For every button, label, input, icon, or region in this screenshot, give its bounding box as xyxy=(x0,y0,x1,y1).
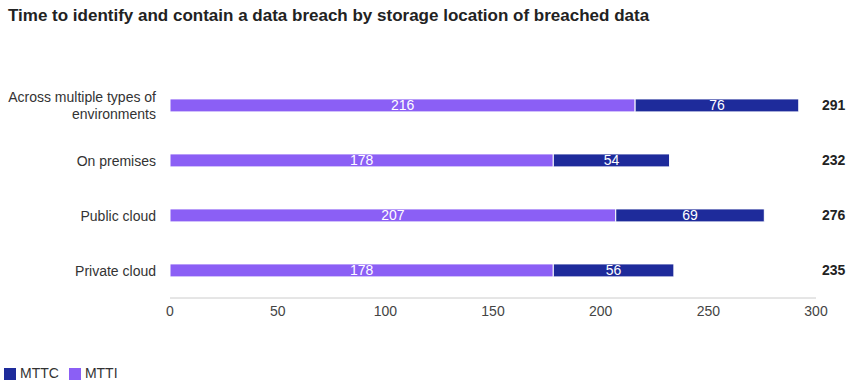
svg-text:178: 178 xyxy=(350,152,374,168)
html-text:Time to identify and contain a: Time to identify and contain a data brea… xyxy=(8,6,650,25)
svg-text:69: 69 xyxy=(682,207,698,223)
svg-text:276: 276 xyxy=(822,207,846,223)
svg-text:235: 235 xyxy=(822,262,846,278)
svg-text:Across multiple types ofenviro: Across multiple types ofenvironments xyxy=(8,89,156,122)
svg-text:76: 76 xyxy=(709,97,725,113)
html-text:MTTI: MTTI xyxy=(84,365,118,381)
svg-text:300: 300 xyxy=(804,303,828,319)
svg-text:Public cloud: Public cloud xyxy=(81,208,157,224)
svg-text:207: 207 xyxy=(381,207,405,223)
svg-text:291: 291 xyxy=(822,97,846,113)
svg-text:216: 216 xyxy=(391,97,415,113)
svg-text:54: 54 xyxy=(604,152,620,168)
svg-text:150: 150 xyxy=(481,303,505,319)
svg-text:0: 0 xyxy=(166,303,174,319)
svg-text:On premises: On premises xyxy=(77,153,156,169)
svg-text:178: 178 xyxy=(350,262,374,278)
svg-text:200: 200 xyxy=(589,303,613,319)
svg-text:250: 250 xyxy=(697,303,721,319)
svg-text:56: 56 xyxy=(606,262,622,278)
svg-text:Private cloud: Private cloud xyxy=(75,263,156,279)
svg-text:50: 50 xyxy=(270,303,286,319)
svg-text:100: 100 xyxy=(374,303,398,319)
svg-text:232: 232 xyxy=(822,152,846,168)
html-text:MTTC: MTTC xyxy=(20,365,59,381)
